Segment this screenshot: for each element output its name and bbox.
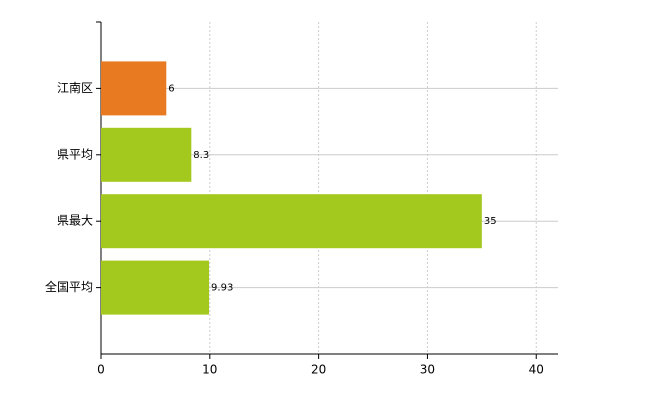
x-tick-label: 20 [311, 363, 326, 377]
y-tick-label: 県最大 [57, 214, 93, 228]
value-label: 9.93 [211, 283, 233, 294]
value-label: 35 [484, 216, 497, 227]
bar [101, 260, 210, 315]
value-label: 8.3 [193, 150, 209, 161]
value-label: 6 [168, 83, 174, 94]
bar [101, 194, 482, 249]
x-tick-label: 10 [202, 363, 217, 377]
bar [101, 61, 167, 116]
bar [101, 127, 192, 182]
x-tick-label: 30 [420, 363, 435, 377]
y-tick-label: 江南区 [57, 80, 93, 95]
x-tick-label: 40 [529, 363, 544, 377]
y-tick-label: 全国平均 [45, 279, 93, 294]
y-tick-label: 県平均 [57, 147, 93, 161]
x-tick-label: 0 [97, 363, 105, 377]
